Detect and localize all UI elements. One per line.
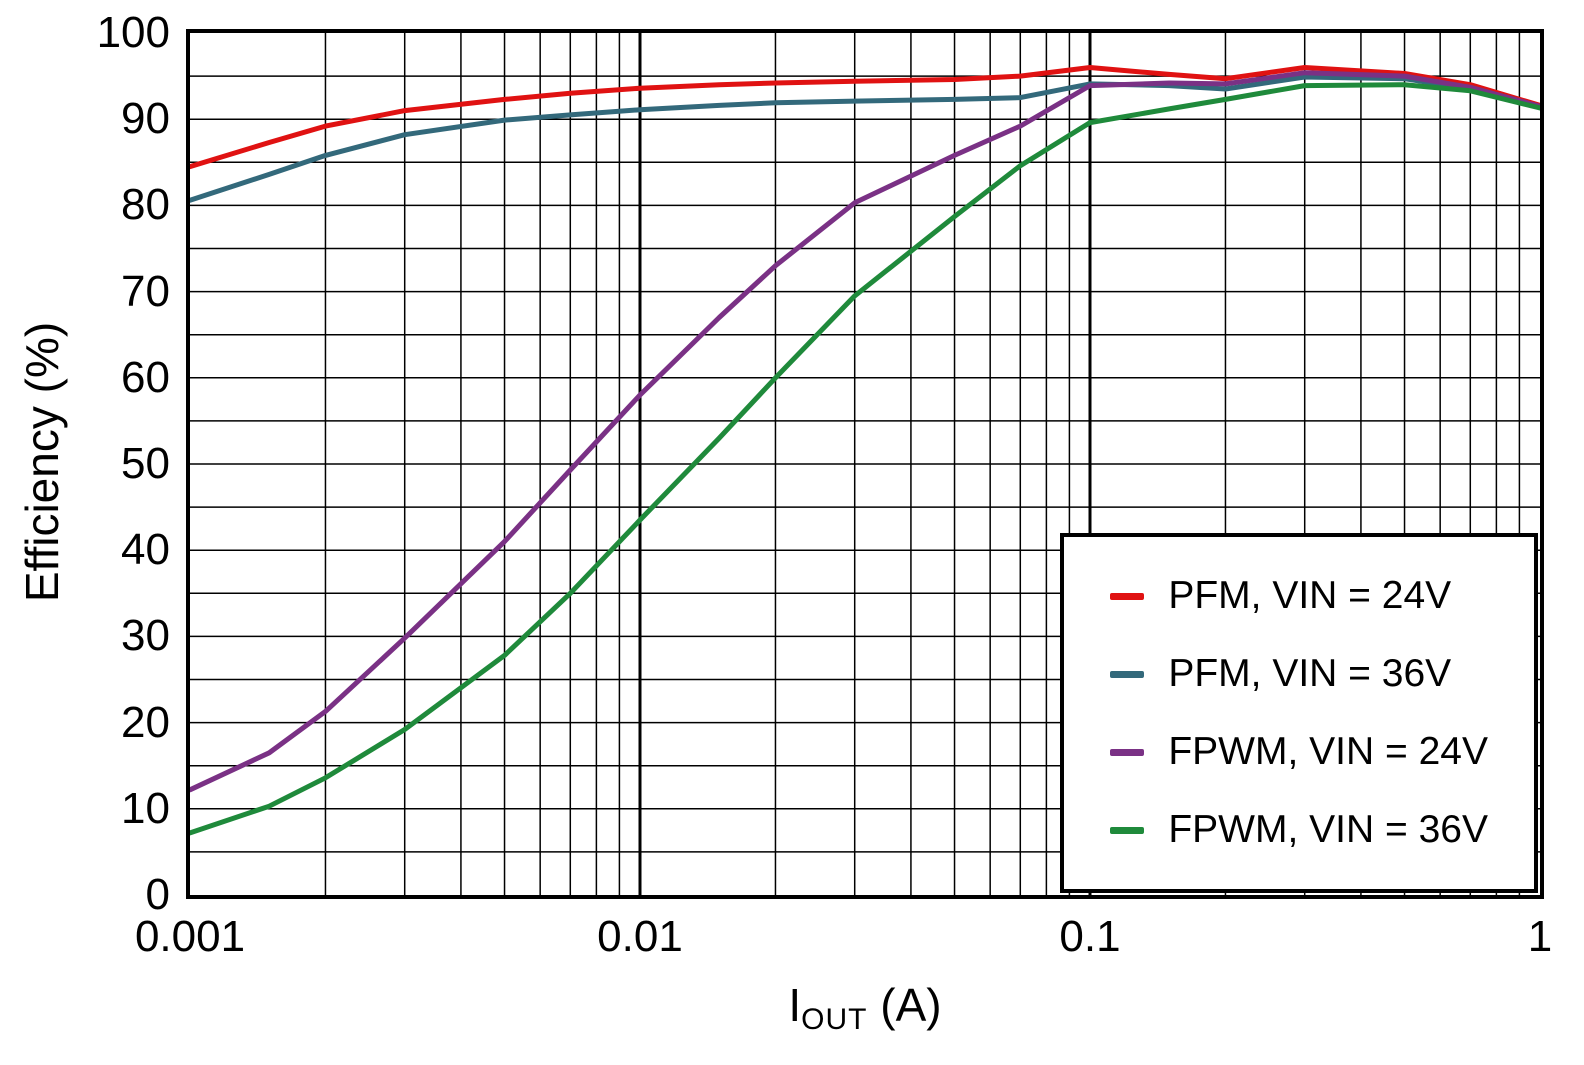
x-axis-title-unit: (A) [867, 979, 942, 1031]
legend-label: FPWM, VIN = 24V [1168, 730, 1488, 773]
series-line-pfm-vin-36v [190, 74, 1540, 203]
x-tick-label: 0.001 [134, 912, 246, 961]
legend-label: PFM, VIN = 36V [1168, 652, 1452, 695]
y-tick-label: 0 [145, 870, 170, 919]
y-tick-label: 90 [121, 94, 170, 144]
y-tick-label: 70 [121, 266, 170, 316]
y-tick-label: 30 [121, 611, 170, 661]
legend-item: PFM, VIN = 24V [1110, 573, 1488, 619]
y-tick-label: 80 [121, 180, 170, 230]
y-tick-label: 50 [121, 439, 170, 488]
legend-color-dash [1110, 592, 1145, 600]
y-tick-label: 40 [121, 525, 170, 575]
series-line-pfm-vin-24v [190, 65, 1540, 170]
x-axis-title-subscript: OUT [801, 1003, 868, 1036]
legend-item: FPWM, VIN = 36V [1110, 807, 1488, 853]
legend-color-dash [1110, 826, 1145, 834]
x-tick-label: 0.1 [1059, 912, 1121, 961]
y-tick-label: 20 [121, 697, 170, 747]
y-tick-label: 60 [121, 352, 170, 402]
x-axis-title-symbol: I [788, 979, 802, 1031]
legend-item: FPWM, VIN = 24V [1110, 729, 1488, 775]
legend-label: FPWM, VIN = 36V [1168, 808, 1488, 851]
y-tick-label: 10 [121, 783, 170, 833]
legend-color-dash [1110, 748, 1145, 756]
series-line-fpwm-vin-24v [190, 70, 1540, 793]
x-axis-title: IOUT (A) [788, 978, 942, 1036]
legend-item: PFM, VIN = 36V [1110, 651, 1488, 697]
legend-label: PFM, VIN = 24V [1168, 574, 1452, 617]
legend: PFM, VIN = 24V PFM, VIN = 36V FPWM, VIN = … [1060, 533, 1538, 893]
legend-color-dash [1110, 670, 1145, 678]
y-tick-label: 100 [96, 8, 170, 57]
series-line-fpwm-vin-36v [190, 82, 1540, 836]
x-tick-label: 0.01 [597, 912, 683, 961]
x-tick-label: 1 [1527, 912, 1553, 961]
